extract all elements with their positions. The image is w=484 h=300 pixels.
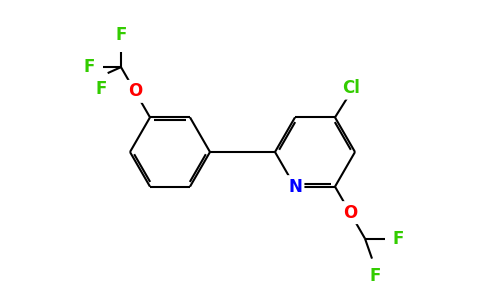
Text: N: N: [288, 178, 302, 196]
Text: O: O: [128, 82, 142, 100]
Text: Cl: Cl: [342, 79, 360, 97]
Text: F: F: [84, 58, 95, 76]
Text: O: O: [343, 204, 357, 222]
Text: F: F: [96, 80, 107, 98]
Text: F: F: [369, 267, 381, 285]
Text: F: F: [393, 230, 404, 247]
Text: F: F: [115, 26, 127, 44]
